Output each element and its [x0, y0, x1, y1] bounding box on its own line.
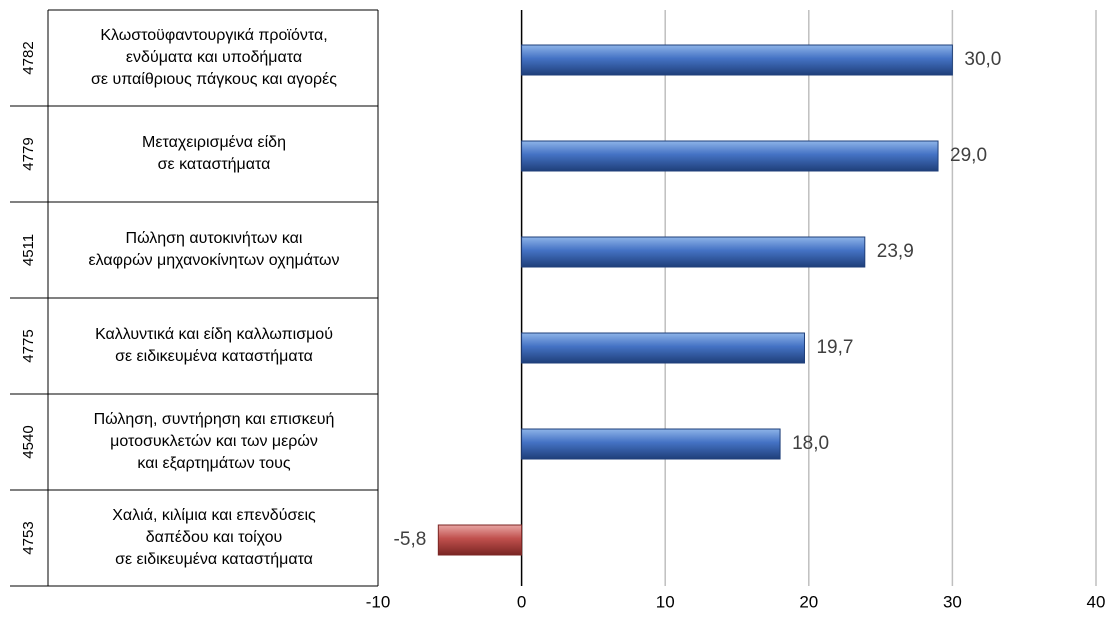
x-tick-label: -10	[366, 592, 391, 611]
x-tick-label: 40	[1087, 592, 1106, 611]
category-label-line: Καλλυντικά και είδη καλλωπισμού	[95, 326, 333, 343]
category-code: 4753	[20, 521, 37, 554]
category-label-line: σε ειδικευμένα καταστήματα	[115, 551, 313, 568]
x-tick-label: 10	[656, 592, 675, 611]
category-code: 4775	[20, 329, 37, 362]
category-label-line: δαπέδου και τοίχου	[146, 529, 283, 546]
category-label-line: Πώληση, συντήρηση και επισκευή	[94, 411, 335, 428]
data-label-4782: 30,0	[964, 49, 1001, 70]
category-label-line: μοτοσυκλετών και των μερών	[110, 433, 318, 450]
x-tick-label: 30	[943, 592, 962, 611]
category-label-line: ενδύματα και υποδήματα	[126, 49, 302, 66]
category-label-line: σε υπαίθριους πάγκους και αγορές	[91, 71, 337, 88]
data-label-4511: 23,9	[877, 241, 914, 262]
category-label-line: σε ειδικευμένα καταστήματα	[115, 348, 313, 365]
category-label-line: Πώληση αυτοκινήτων και	[126, 230, 303, 247]
data-label-4540: 18,0	[792, 433, 829, 454]
data-label-4775: 19,7	[816, 337, 853, 358]
bar-4782	[521, 44, 953, 76]
bar-4540	[521, 428, 781, 460]
x-axis-ticks: -10 0 10 20 30 40	[366, 592, 1106, 611]
category-code: 4782	[20, 41, 37, 74]
category-label-line: Κλωστοϋφαντουργικά προϊόντα,	[100, 27, 327, 44]
x-tick-label: 20	[799, 592, 818, 611]
bar-4779	[521, 140, 939, 172]
data-label-4753: -5,8	[394, 529, 427, 550]
category-code: 4511	[20, 234, 37, 266]
x-tick-label: 0	[517, 592, 526, 611]
category-code: 4779	[20, 137, 37, 170]
bar-4511	[521, 236, 866, 268]
category-code: 4540	[20, 425, 37, 458]
bar-4753	[437, 524, 523, 556]
data-label-4779: 29,0	[950, 145, 987, 166]
category-label-line: Χαλιά, κιλίμια και επενδύσεις	[112, 507, 316, 524]
gridlines	[520, 10, 1097, 586]
category-label-line: ελαφρών μηχανοκίνητων οχημάτων	[88, 252, 339, 269]
data-labels: 30,0 29,0 23,9 19,7 18,0 -5,8	[394, 49, 1002, 550]
category-table: 4782 Κλωστοϋφαντουργικά προϊόντα, ενδύματα…	[10, 9, 379, 587]
category-label-line: σε καταστήματα	[158, 156, 271, 173]
category-label-line: Μεταχειρισμένα είδη	[142, 134, 286, 151]
bars	[437, 44, 953, 556]
category-label-line: και εξαρτημάτων τους	[137, 455, 291, 472]
bar-4775	[521, 332, 805, 364]
